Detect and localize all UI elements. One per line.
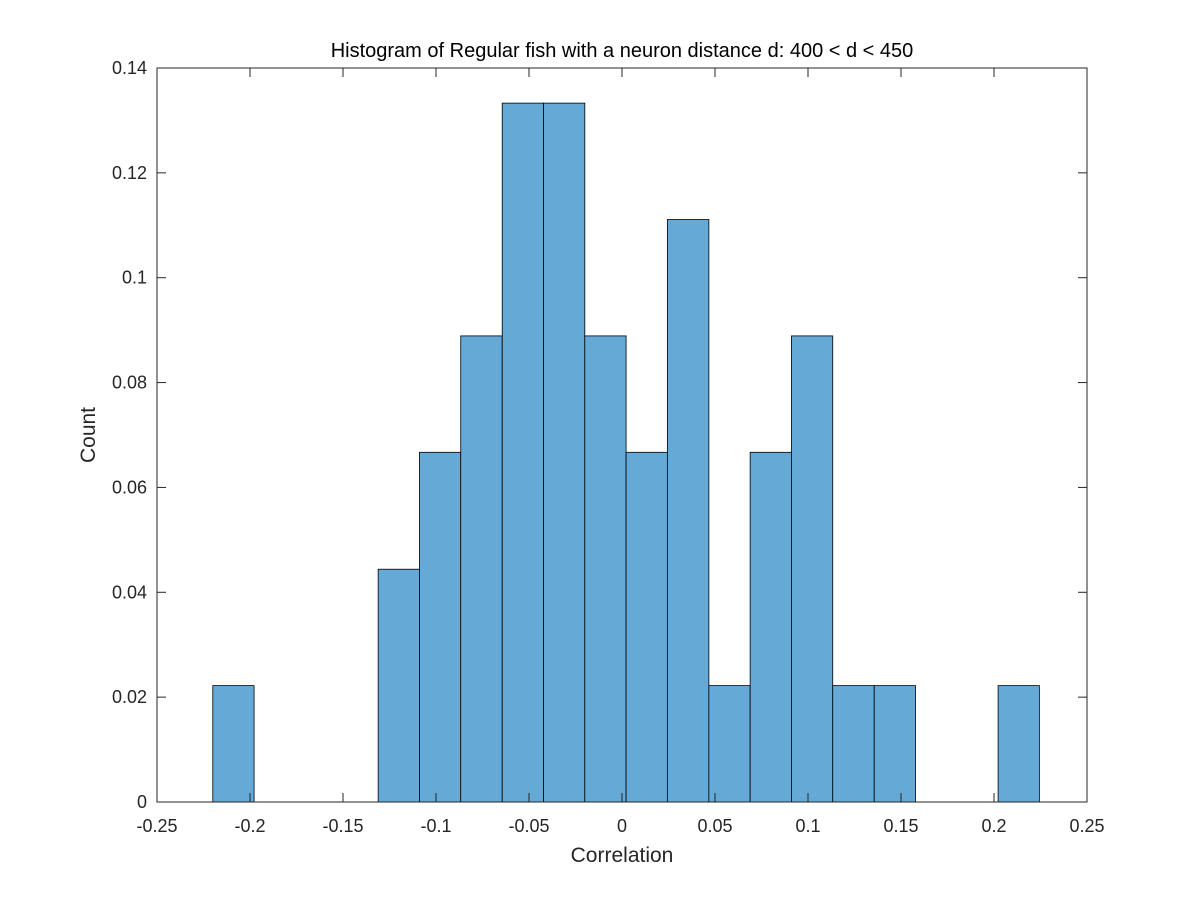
histogram-bar: [832, 685, 875, 803]
x-tick-label: 0.1: [795, 816, 820, 836]
x-tick-label: 0.05: [697, 816, 732, 836]
x-axis-label: Correlation: [571, 844, 674, 867]
x-tick-label: -0.25: [136, 816, 177, 836]
y-axis-label: Count: [77, 407, 100, 463]
x-tick-label: -0.05: [508, 816, 549, 836]
histogram-bar: [377, 568, 420, 803]
x-tick-label: -0.2: [234, 816, 265, 836]
histogram-bar: [873, 685, 916, 803]
histogram-bars: [212, 102, 1040, 803]
y-tick-label: 0.02: [112, 687, 147, 707]
plot-area-border: [156, 67, 1088, 803]
y-tick-label: 0.12: [112, 163, 147, 183]
histogram-bar: [666, 219, 710, 803]
histogram-bar: [501, 102, 544, 803]
y-tick-label: 0.08: [112, 373, 147, 393]
histogram-bar: [997, 685, 1040, 803]
histogram-bar: [460, 335, 503, 803]
x-tick-label: 0.25: [1069, 816, 1104, 836]
y-tick-label: 0: [137, 792, 147, 812]
y-tick-label: 0.1: [122, 268, 147, 288]
y-tick-label: 0.04: [112, 582, 147, 602]
x-tick-label: 0.2: [981, 816, 1006, 836]
x-tick-label: -0.1: [420, 816, 451, 836]
x-tick-label: 0.15: [883, 816, 918, 836]
y-axis-ticks: 0 0.02 0.04 0.06 0.08 0.1 0.12 0.14: [112, 58, 1087, 812]
histogram-bar: [212, 685, 255, 803]
histogram-bar: [543, 102, 586, 803]
histogram-bar: [708, 685, 751, 803]
x-tick-label: 0: [617, 816, 627, 836]
x-axis-ticks: -0.25 -0.2 -0.15 -0.1 -0.05 0 0.05 0.1 0.15 0.2 0.…: [136, 68, 1105, 836]
chart-title: Histogram of Regular fish with a neuron …: [331, 40, 914, 62]
histogram-bar: [419, 451, 462, 803]
histogram-bar: [749, 451, 792, 803]
x-tick-label: -0.15: [322, 816, 363, 836]
histogram-bar: [791, 335, 834, 803]
y-tick-label: 0.14: [112, 58, 147, 78]
histogram-bar: [625, 451, 668, 803]
y-tick-label: 0.06: [112, 477, 147, 497]
histogram-bar: [584, 335, 627, 803]
